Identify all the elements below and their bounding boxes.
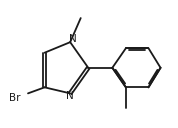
Text: N: N [66, 91, 74, 101]
Text: Br: Br [9, 93, 20, 103]
Text: N: N [69, 34, 77, 44]
